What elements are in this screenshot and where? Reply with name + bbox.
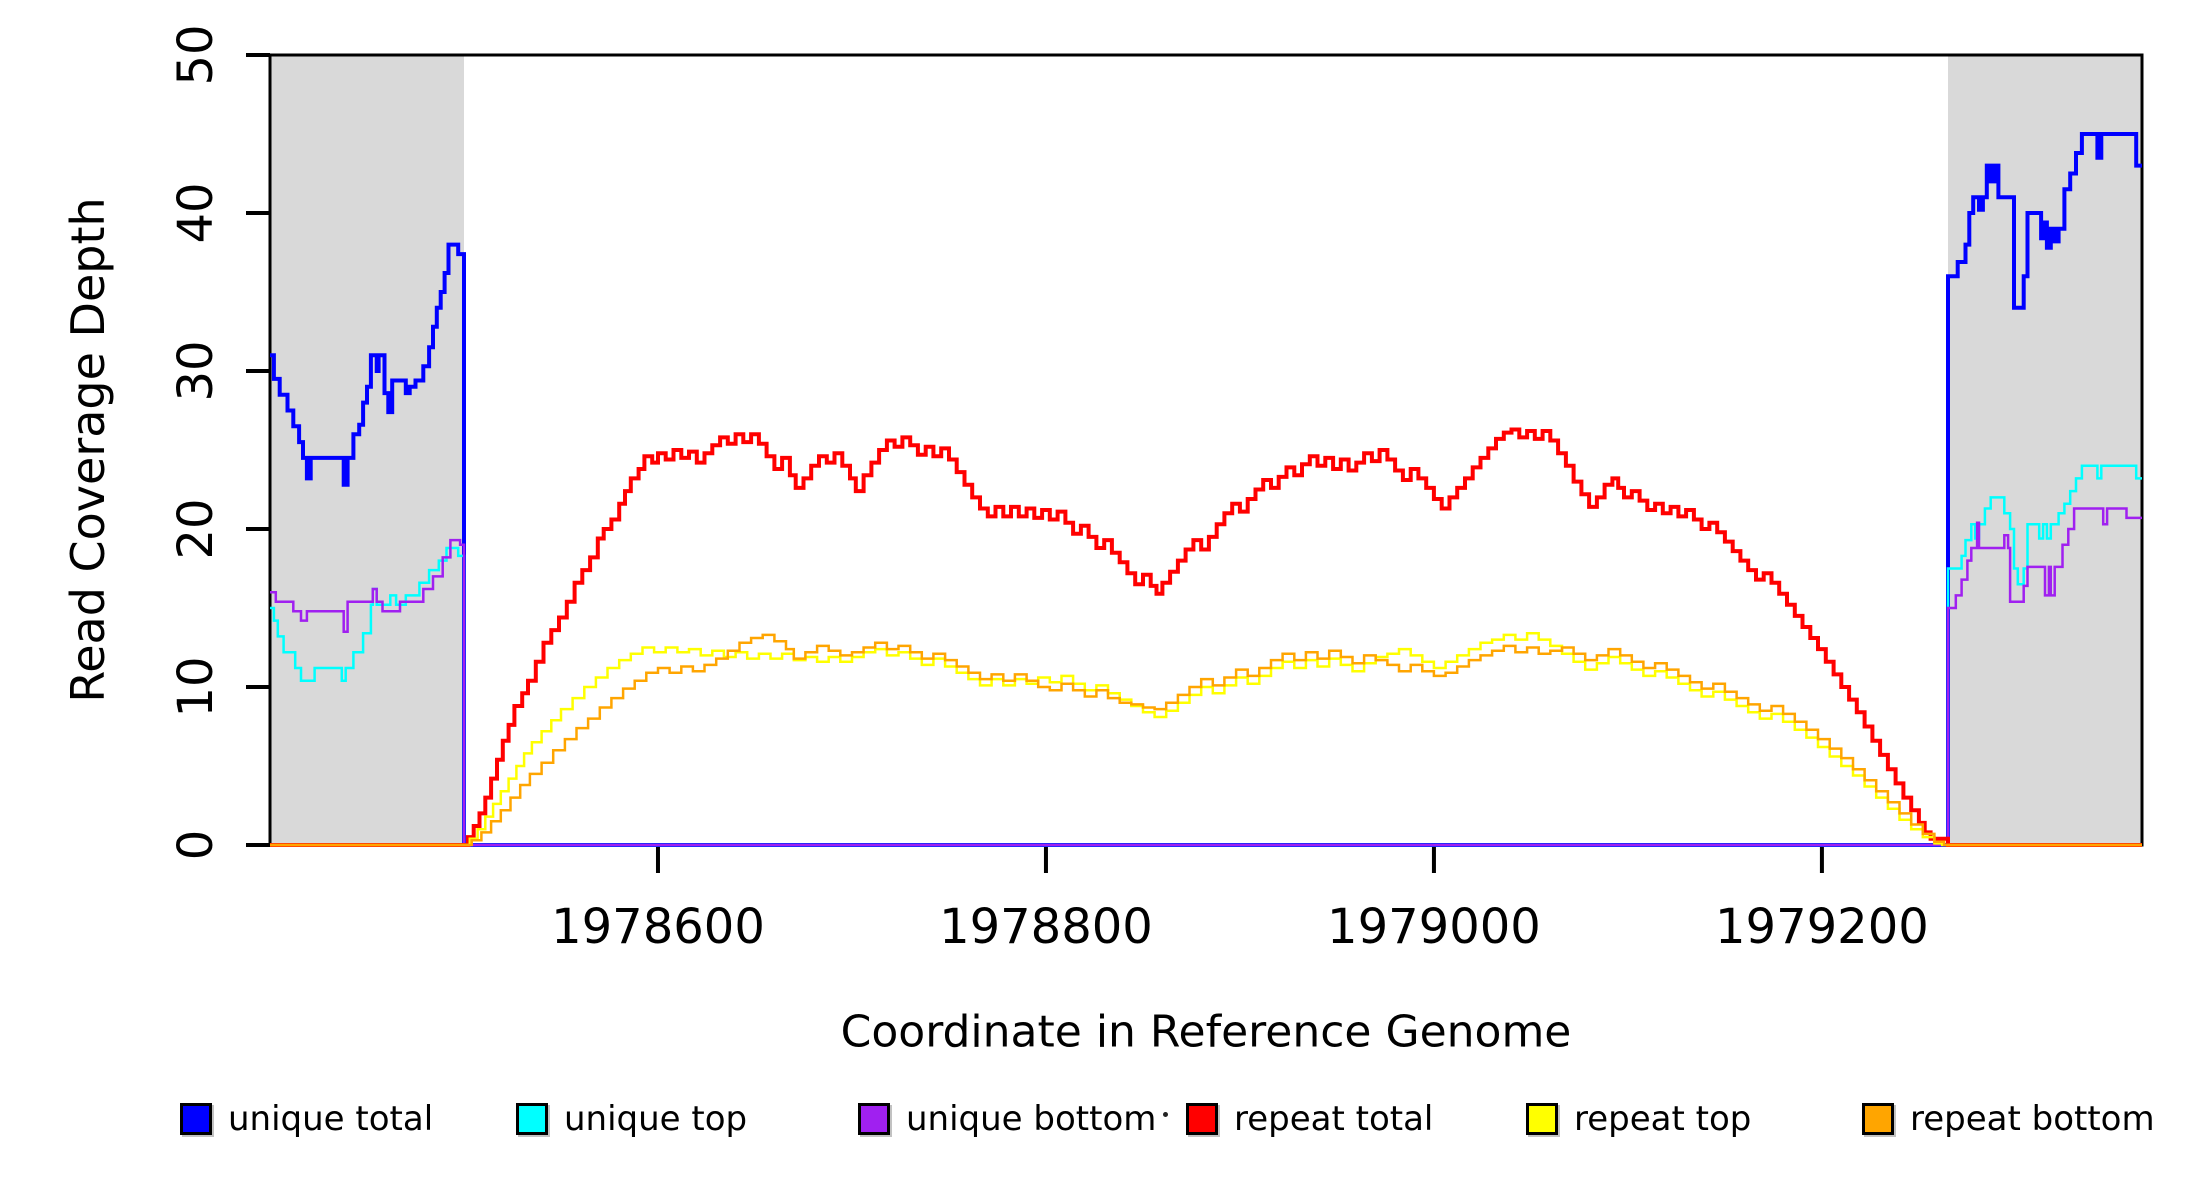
legend-label: repeat total — [1234, 1099, 1434, 1139]
x-axis-title: Coordinate in Reference Genome — [840, 1006, 1572, 1058]
series-repeat-bottom — [270, 633, 2142, 847]
legend-swatch-icon — [1862, 1103, 1894, 1135]
legend-label: repeat bottom — [1910, 1099, 2155, 1139]
legend-item-repeat-top: repeat top — [1526, 1096, 1751, 1142]
stray-dot-artifact — [1163, 1112, 1168, 1117]
series-repeat-top — [270, 632, 2142, 847]
y-tick-label: 20 — [168, 498, 224, 559]
legend-label: repeat top — [1574, 1099, 1752, 1139]
legend-label: unique total — [228, 1099, 434, 1139]
legend-label: unique bottom — [906, 1099, 1157, 1139]
y-axis-title: Read Coverage Depth — [61, 197, 115, 703]
legend-swatch-icon — [858, 1103, 890, 1135]
shaded-region-right — [1948, 55, 2142, 845]
legend-swatch-icon — [1186, 1103, 1218, 1135]
y-tick-label: 0 — [168, 830, 224, 861]
series-unique-bottom — [270, 507, 2142, 847]
series-unique-total — [270, 132, 2142, 847]
legend-item-repeat-bottom: repeat bottom — [1862, 1096, 2155, 1142]
x-tick-label: 1978800 — [939, 899, 1153, 955]
y-tick-label: 30 — [168, 340, 224, 401]
y-tick-label: 50 — [168, 24, 224, 85]
series-unique-top — [270, 464, 2142, 847]
legend-item-unique-total: unique total — [180, 1096, 433, 1142]
series-repeat-total — [270, 427, 2142, 847]
legend-label: unique top — [564, 1099, 748, 1139]
legend-swatch-icon — [1526, 1103, 1558, 1135]
legend-swatch-icon — [180, 1103, 212, 1135]
legend-item-repeat-total: repeat total — [1186, 1096, 1433, 1142]
legend-swatch-icon — [516, 1103, 548, 1135]
y-tick-label: 40 — [168, 182, 224, 243]
legend-item-unique-top: unique top — [516, 1096, 747, 1142]
x-tick-label: 1979000 — [1327, 899, 1541, 955]
shaded-region-left — [270, 55, 464, 845]
x-tick-label: 1979200 — [1715, 899, 1929, 955]
legend-item-unique-bottom: unique bottom — [858, 1096, 1156, 1142]
x-tick-label: 1978600 — [551, 899, 765, 955]
legend: unique total unique top unique bottom repea… — [0, 1096, 2200, 1146]
y-tick-label: 10 — [168, 656, 224, 717]
